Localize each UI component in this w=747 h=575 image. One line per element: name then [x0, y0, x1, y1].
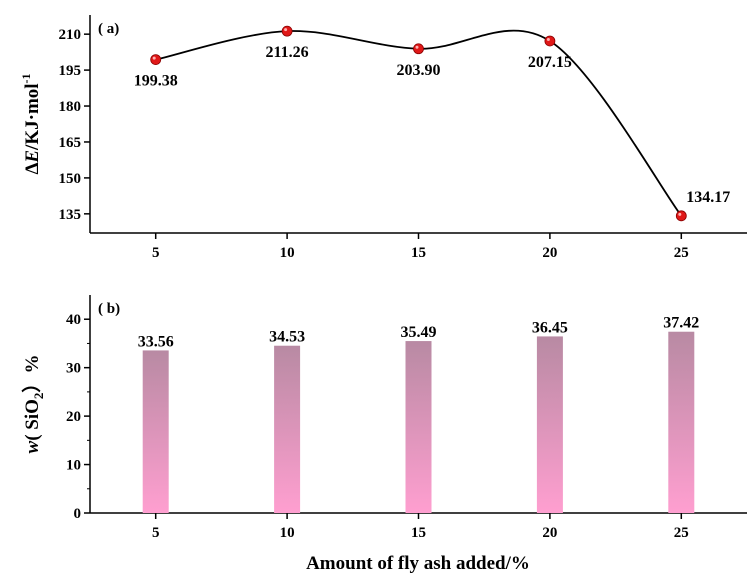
panel-a-data-point-highlight: [546, 37, 550, 41]
panel-b-bar: [405, 341, 432, 513]
panel-a-y-tick-label: 195: [59, 63, 82, 79]
panel-a-y-tick-label: 150: [59, 171, 82, 187]
x-axis-title: Amount of fly ash added/%: [306, 553, 530, 574]
panel-a-x-tick-label: 15: [411, 245, 426, 261]
panel-b-bar: [142, 350, 169, 513]
panel-b-y-axis-title: w( SiO2）%: [20, 355, 46, 454]
panel-a-data-point: [281, 25, 293, 37]
panel-a-data-label: 207.15: [528, 54, 572, 71]
panel-a-data-label: 203.90: [397, 62, 441, 79]
panel-a-y-tick-label: 180: [59, 99, 82, 115]
panel-a-energy-chart: 135 150 165 180 195 210 5 10 15 20 25 199.38 211.2…: [19, 15, 747, 261]
panel-b-x-tick-label: 10: [280, 525, 295, 541]
panel-a-data-point: [544, 35, 556, 47]
panel-b-sio2-chart: 0 10 20 30 40 5 10 15 20 25 33.56 34.53 35.49 36.45…: [20, 295, 747, 574]
panel-b-data-label: 33.56: [138, 333, 174, 350]
panel-a-y-axis-title: ΔE/KJ·mol-1: [19, 73, 43, 174]
panel-a-data-label: 134.17: [686, 189, 730, 206]
panel-a-data-label: 199.38: [134, 73, 178, 90]
panel-b-data-label: 34.53: [269, 329, 305, 346]
panel-a-y-tick-label: 210: [59, 27, 82, 43]
panel-b-x-tick-label: 25: [674, 525, 689, 541]
panel-b-y-tick-label: 10: [66, 458, 81, 474]
panel-b-x-tick-label: 20: [542, 525, 557, 541]
panel-a-data-point-highlight: [678, 212, 682, 216]
panel-b-y-tick-label: 20: [66, 409, 81, 425]
panel-a-data-point-highlight: [284, 28, 288, 32]
panel-a-data-point: [150, 54, 162, 66]
panel-a-data-point: [675, 210, 687, 222]
panel-b-data-label: 35.49: [401, 324, 437, 341]
panel-b-x-tick-label: 5: [152, 525, 160, 541]
panel-a-x-tick-label: 25: [674, 245, 689, 261]
panel-b-x-tick-label: 15: [411, 525, 426, 541]
panel-b-bar: [668, 331, 695, 513]
panel-a-x-tick-label: 5: [152, 245, 160, 261]
panel-b-y-tick-label: 30: [66, 361, 81, 377]
panel-a-y-tick-label: 165: [59, 135, 82, 151]
panel-b-data-label: 37.42: [663, 315, 699, 332]
panel-b-y-tick-label: 0: [74, 506, 82, 522]
panel-b-bar: [536, 336, 563, 513]
panel-b-label: ( b): [98, 301, 120, 317]
panel-a-label: ( a): [98, 21, 119, 37]
panel-a-series-line: [155, 29, 683, 217]
panel-a-data-point-highlight: [415, 45, 419, 49]
panel-a-data-label: 211.26: [266, 44, 309, 61]
panel-b-bar: [274, 345, 301, 513]
panel-a-data-point-highlight: [152, 56, 156, 60]
panel-a-data-point: [413, 43, 424, 55]
panel-a-x-tick-label: 10: [280, 245, 295, 261]
panel-a-x-tick-label: 20: [542, 245, 557, 261]
panel-b-data-label: 36.45: [532, 319, 568, 336]
panel-a-y-tick-label: 135: [59, 207, 82, 223]
panel-b-y-tick-label: 40: [66, 312, 81, 328]
